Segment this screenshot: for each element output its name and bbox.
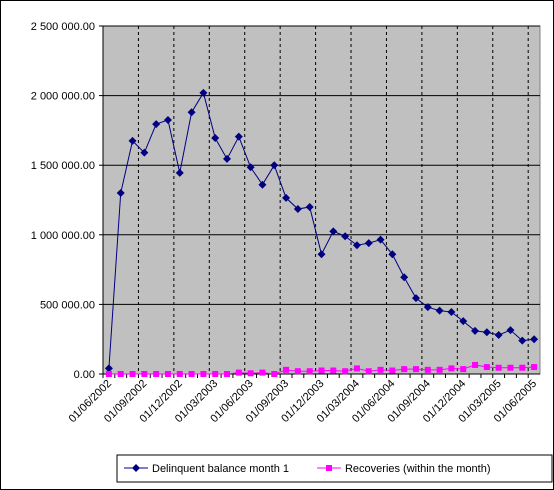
- marker: [412, 366, 419, 373]
- marker: [129, 371, 136, 377]
- marker: [330, 367, 337, 374]
- marker: [105, 371, 112, 377]
- marker: [364, 239, 373, 248]
- marker: [329, 227, 338, 236]
- marker: [447, 308, 456, 317]
- marker: [482, 328, 491, 337]
- marker: [365, 368, 372, 375]
- marker: [494, 331, 503, 340]
- legend-marker: [325, 465, 332, 471]
- marker: [353, 365, 360, 372]
- marker: [376, 235, 385, 244]
- marker: [506, 326, 515, 335]
- marker: [519, 364, 526, 371]
- marker: [459, 317, 468, 326]
- marker: [472, 361, 479, 368]
- marker: [140, 148, 149, 157]
- marker: [507, 364, 514, 371]
- marker: [531, 364, 538, 371]
- plot-area: [102, 25, 541, 375]
- marker: [435, 306, 444, 315]
- marker: [235, 369, 242, 376]
- marker: [448, 365, 455, 372]
- marker: [152, 120, 161, 129]
- marker: [342, 368, 349, 375]
- marker: [411, 294, 420, 303]
- marker: [317, 250, 326, 259]
- marker: [187, 108, 196, 117]
- marker: [352, 241, 361, 250]
- marker: [223, 154, 232, 163]
- marker: [341, 232, 350, 241]
- legend: Delinquent balance month 1 Recoveries (wi…: [116, 454, 553, 483]
- marker: [318, 367, 325, 374]
- y-tick-label: 1 500 000.00: [31, 160, 95, 172]
- marker: [530, 335, 539, 344]
- marker: [401, 366, 408, 373]
- marker: [294, 368, 301, 375]
- marker: [305, 202, 314, 211]
- marker: [389, 367, 396, 374]
- marker: [424, 366, 431, 373]
- marker: [293, 205, 302, 214]
- marker: [460, 366, 467, 373]
- marker: [377, 366, 384, 373]
- marker: [164, 371, 171, 377]
- marker: [153, 371, 160, 377]
- marker: [270, 161, 279, 170]
- marker: [423, 303, 432, 312]
- marker: [518, 336, 527, 345]
- marker: [306, 368, 313, 375]
- marker: [400, 273, 409, 282]
- marker: [212, 371, 219, 377]
- marker: [259, 369, 266, 376]
- marker: [199, 88, 208, 97]
- marker: [116, 189, 125, 198]
- marker: [188, 371, 195, 377]
- marker: [176, 371, 183, 377]
- legend-label: Recoveries (within the month): [345, 463, 491, 475]
- y-tick-label: 2 000 000.00: [31, 91, 95, 103]
- y-tick-label: 2 500 000.00: [31, 21, 95, 33]
- marker: [175, 168, 184, 177]
- marker: [128, 136, 137, 145]
- y-tick-label: 0.00: [74, 369, 95, 381]
- marker: [388, 250, 397, 259]
- marker: [247, 370, 254, 377]
- marker: [483, 364, 490, 371]
- marker: [200, 371, 207, 377]
- y-tick-label: 500 000.00: [40, 299, 95, 311]
- marker: [436, 366, 443, 373]
- y-tick-label: 1 000 000.00: [31, 230, 95, 242]
- marker: [471, 326, 480, 335]
- marker: [117, 371, 124, 377]
- marker: [211, 134, 220, 143]
- marker: [234, 132, 243, 141]
- legend-label: Delinquent balance month 1: [152, 463, 289, 475]
- marker: [104, 364, 113, 373]
- marker: [141, 371, 148, 377]
- marker: [282, 193, 291, 202]
- marker: [246, 163, 255, 172]
- legend-marker: [132, 464, 140, 472]
- marker: [163, 115, 172, 124]
- marker: [283, 366, 290, 373]
- marker: [224, 371, 231, 377]
- marker: [258, 180, 267, 189]
- marker: [271, 371, 278, 377]
- marker: [495, 364, 502, 371]
